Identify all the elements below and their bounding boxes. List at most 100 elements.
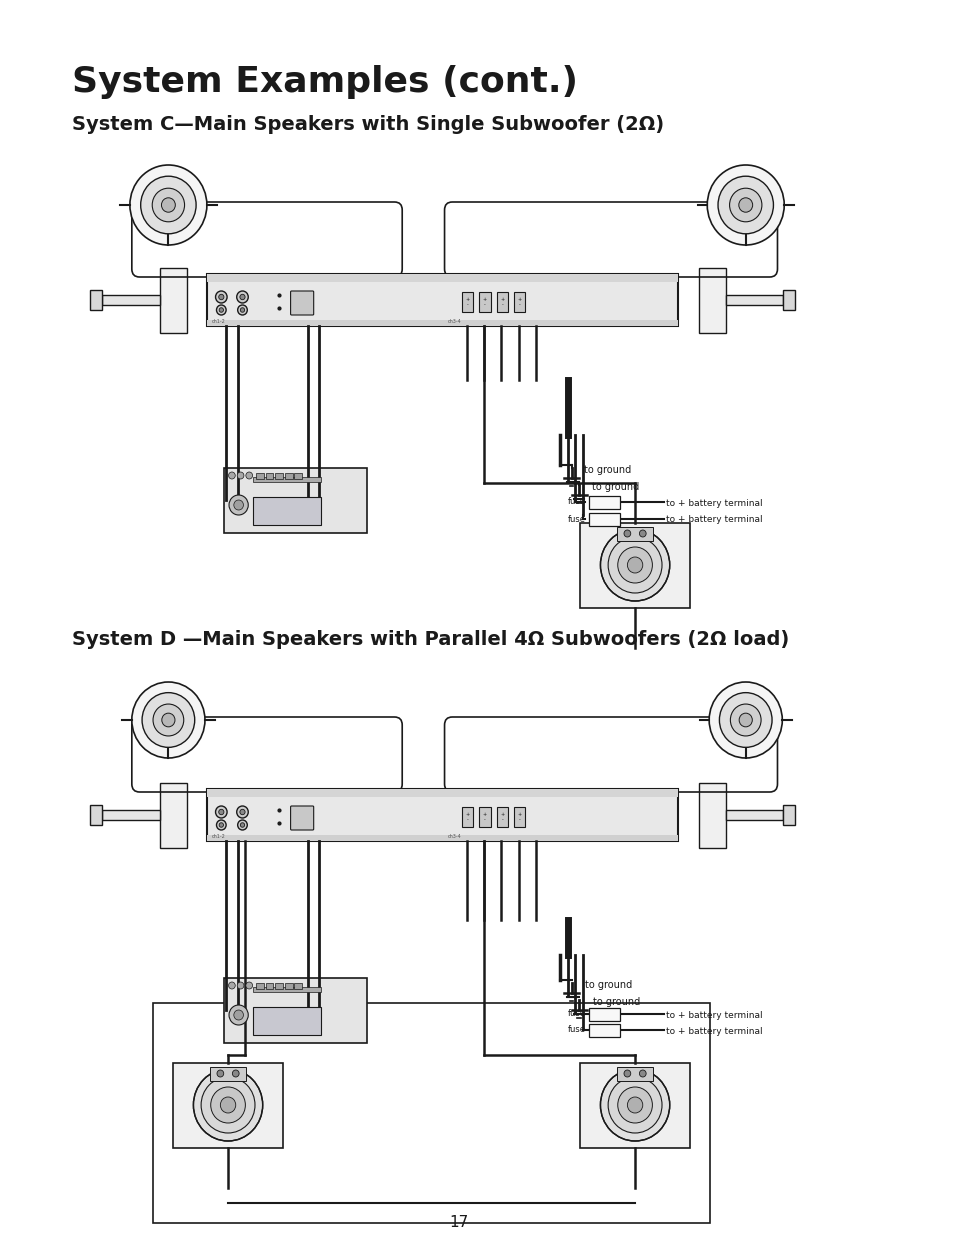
Circle shape bbox=[618, 547, 652, 583]
Circle shape bbox=[229, 982, 235, 989]
Circle shape bbox=[237, 472, 244, 479]
Text: +
-: + - bbox=[482, 811, 487, 823]
Circle shape bbox=[730, 704, 760, 736]
Text: fuse: fuse bbox=[567, 515, 585, 524]
Bar bbox=[224, 468, 366, 532]
Circle shape bbox=[229, 472, 235, 479]
Circle shape bbox=[233, 500, 243, 510]
Text: ch3-4: ch3-4 bbox=[447, 834, 460, 839]
Bar bbox=[274, 473, 283, 478]
Bar bbox=[617, 526, 653, 541]
Text: to ground: to ground bbox=[584, 981, 632, 990]
Bar bbox=[207, 274, 678, 282]
Bar bbox=[285, 983, 293, 988]
Circle shape bbox=[229, 495, 248, 515]
Bar bbox=[253, 1008, 321, 1035]
Circle shape bbox=[219, 823, 223, 827]
Circle shape bbox=[240, 823, 244, 827]
Text: ch1-2: ch1-2 bbox=[212, 319, 225, 324]
Circle shape bbox=[708, 682, 781, 758]
Circle shape bbox=[161, 198, 175, 212]
Text: ch1-2: ch1-2 bbox=[212, 834, 225, 839]
Circle shape bbox=[246, 982, 253, 989]
Text: to + battery terminal: to + battery terminal bbox=[665, 1026, 761, 1035]
Bar bbox=[207, 320, 678, 326]
Bar bbox=[725, 810, 782, 820]
Bar bbox=[91, 805, 102, 825]
Circle shape bbox=[219, 308, 223, 312]
Circle shape bbox=[152, 704, 184, 736]
Circle shape bbox=[607, 537, 661, 593]
Bar bbox=[698, 783, 725, 847]
Bar bbox=[514, 291, 525, 312]
Bar bbox=[159, 268, 187, 332]
Circle shape bbox=[220, 1097, 235, 1113]
Text: System Examples (cont.): System Examples (cont.) bbox=[72, 65, 578, 99]
Bar bbox=[588, 1024, 619, 1036]
Text: +
-: + - bbox=[499, 811, 504, 823]
Text: +
-: + - bbox=[465, 296, 469, 308]
Circle shape bbox=[233, 1070, 239, 1077]
Circle shape bbox=[233, 1010, 243, 1020]
Bar bbox=[172, 1062, 283, 1147]
Bar bbox=[207, 789, 678, 841]
Bar bbox=[588, 495, 619, 509]
FancyBboxPatch shape bbox=[291, 291, 314, 315]
Bar bbox=[207, 835, 678, 841]
Circle shape bbox=[719, 693, 771, 747]
Bar bbox=[255, 473, 263, 478]
Circle shape bbox=[739, 713, 752, 727]
Text: ch3-4: ch3-4 bbox=[447, 319, 460, 324]
Wedge shape bbox=[193, 1070, 262, 1141]
Circle shape bbox=[729, 188, 761, 222]
Text: to ground: to ground bbox=[591, 482, 639, 492]
Bar bbox=[255, 983, 263, 988]
Bar bbox=[496, 291, 508, 312]
Bar bbox=[579, 522, 690, 608]
Circle shape bbox=[718, 177, 773, 233]
Circle shape bbox=[229, 1005, 248, 1025]
Bar bbox=[224, 977, 366, 1042]
Text: System C—Main Speakers with Single Subwoofer (2Ω): System C—Main Speakers with Single Subwo… bbox=[72, 115, 663, 135]
Circle shape bbox=[237, 305, 247, 315]
Circle shape bbox=[215, 806, 227, 818]
Circle shape bbox=[201, 1077, 254, 1132]
Circle shape bbox=[140, 177, 196, 233]
Circle shape bbox=[627, 1097, 642, 1113]
Bar bbox=[782, 290, 794, 310]
Bar bbox=[285, 473, 293, 478]
Circle shape bbox=[623, 1070, 630, 1077]
Text: to + battery terminal: to + battery terminal bbox=[665, 515, 761, 525]
FancyBboxPatch shape bbox=[291, 806, 314, 830]
Circle shape bbox=[218, 809, 224, 815]
Bar bbox=[478, 806, 490, 827]
Circle shape bbox=[215, 291, 227, 303]
Circle shape bbox=[152, 188, 184, 222]
Circle shape bbox=[236, 806, 248, 818]
Circle shape bbox=[216, 820, 226, 830]
Bar bbox=[253, 477, 321, 482]
Circle shape bbox=[639, 530, 645, 537]
Bar bbox=[617, 1067, 653, 1081]
Bar bbox=[210, 1067, 246, 1081]
Circle shape bbox=[738, 198, 752, 212]
Circle shape bbox=[237, 820, 247, 830]
Circle shape bbox=[607, 1077, 661, 1132]
Text: fuse: fuse bbox=[567, 1009, 585, 1019]
Circle shape bbox=[162, 713, 174, 727]
Bar bbox=[514, 806, 525, 827]
Text: +
-: + - bbox=[499, 296, 504, 308]
Text: 17: 17 bbox=[449, 1215, 468, 1230]
Circle shape bbox=[142, 693, 194, 747]
Circle shape bbox=[216, 305, 226, 315]
Circle shape bbox=[246, 472, 253, 479]
Bar bbox=[478, 291, 490, 312]
Text: to ground: to ground bbox=[583, 466, 631, 475]
Text: System D —Main Speakers with Parallel 4Ω Subwoofers (2Ω load): System D —Main Speakers with Parallel 4Ω… bbox=[72, 630, 788, 650]
Text: to + battery terminal: to + battery terminal bbox=[665, 1010, 761, 1020]
Circle shape bbox=[623, 530, 630, 537]
Bar bbox=[102, 810, 159, 820]
Circle shape bbox=[130, 165, 207, 245]
Text: fuse: fuse bbox=[567, 498, 585, 506]
Bar bbox=[782, 805, 794, 825]
